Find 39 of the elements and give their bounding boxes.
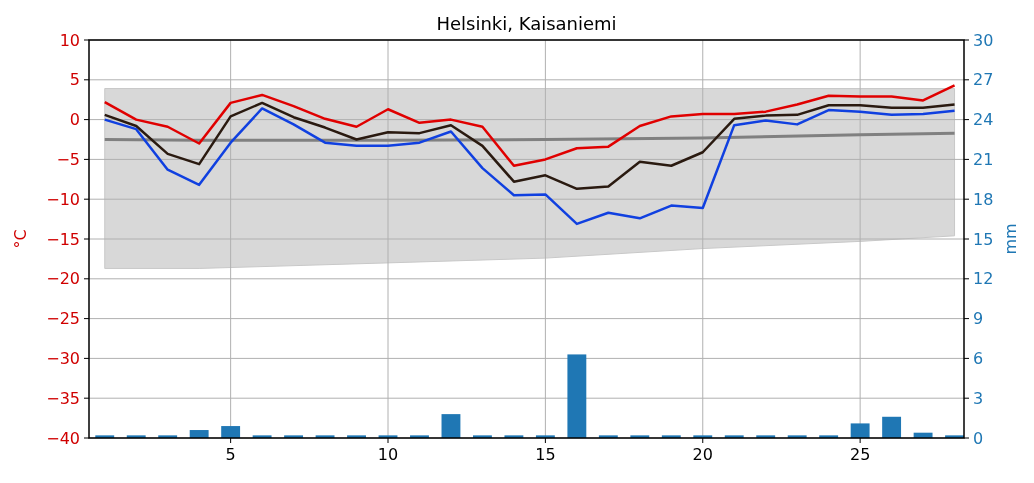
y-tick-label: −25 xyxy=(46,309,80,329)
x-tick-label: 20 xyxy=(692,445,713,464)
y2-tick-label: 18 xyxy=(973,189,994,209)
y2-tick-label: 9 xyxy=(973,309,984,329)
y-tick-label: −10 xyxy=(46,189,80,209)
y-axis-title: °C xyxy=(11,229,30,249)
y-tick-label: −5 xyxy=(56,150,80,169)
y2-tick-label: 30 xyxy=(973,30,994,50)
line-series xyxy=(103,101,956,191)
x-tick-label: 25 xyxy=(849,445,871,464)
y2-tick-label: 3 xyxy=(973,388,984,408)
chart-title: Helsinki, Kaisaniemi xyxy=(436,13,617,34)
y2-tick-label: 0 xyxy=(973,428,984,448)
bar xyxy=(221,426,241,438)
y2-tick-label: 24 xyxy=(973,110,994,130)
y2-tick-label: 15 xyxy=(973,229,994,249)
y2-tick-label: 27 xyxy=(973,70,994,90)
x-tick-label: 5 xyxy=(225,445,236,464)
line-series xyxy=(103,107,956,226)
y-tick-label: −30 xyxy=(46,349,80,368)
line-series xyxy=(103,131,957,142)
y-tick-label: −20 xyxy=(46,269,80,289)
x-tick-label: 10 xyxy=(377,445,399,464)
y-tick-label: −40 xyxy=(46,428,80,448)
y-tick-label: 0 xyxy=(69,110,80,130)
x-tick-label: 15 xyxy=(535,445,556,464)
y2-tick-label: 21 xyxy=(973,150,994,169)
bar xyxy=(882,416,902,438)
y-tick-label: −15 xyxy=(46,229,80,249)
y2-tick-label: 6 xyxy=(973,349,984,368)
y-tick-label: 10 xyxy=(59,30,80,50)
y-tick-label: −35 xyxy=(46,388,80,408)
line-series xyxy=(103,84,956,168)
bar xyxy=(567,354,587,438)
bar xyxy=(850,423,870,438)
bar xyxy=(441,414,461,438)
y2-axis-title: mm xyxy=(1001,223,1020,255)
y2-tick-label: 12 xyxy=(973,269,994,289)
y-tick-label: 5 xyxy=(69,70,80,90)
